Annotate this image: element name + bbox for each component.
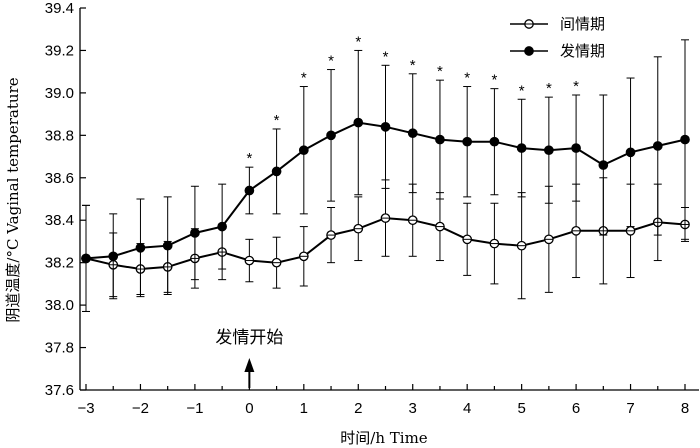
significance-star: * xyxy=(464,70,470,87)
legend-label: 发情期 xyxy=(560,42,605,60)
data-point xyxy=(680,134,690,145)
y-tick-label: 39.0 xyxy=(45,85,74,102)
x-tick-label: −2 xyxy=(132,400,149,417)
y-tick-label: 38.6 xyxy=(45,170,74,187)
data-point xyxy=(271,166,282,177)
data-point xyxy=(217,221,227,232)
data-point xyxy=(435,134,445,145)
data-point xyxy=(625,147,636,158)
significance-star: * xyxy=(573,78,579,95)
legend-marker xyxy=(524,46,534,56)
significance-star: * xyxy=(546,80,552,97)
data-point xyxy=(407,128,418,139)
series-estrus xyxy=(81,39,690,312)
data-point xyxy=(652,141,663,151)
legend-label: 间情期 xyxy=(560,15,605,33)
significance-star: * xyxy=(437,63,443,80)
x-tick-label: 1 xyxy=(300,400,308,417)
significance-star: * xyxy=(383,48,389,65)
y-tick-label: 39.4 xyxy=(45,0,74,17)
x-tick-label: 2 xyxy=(354,400,362,417)
y-tick-label: 39.2 xyxy=(45,42,74,59)
y-axis-label: 阴道温度/°C Vaginal temperature xyxy=(4,77,22,322)
y-tick-label: 38.4 xyxy=(45,212,74,229)
onset-arrow-head xyxy=(244,358,255,372)
significance-star: * xyxy=(274,112,280,129)
significance-star: * xyxy=(301,70,307,87)
data-point xyxy=(571,143,581,153)
x-tick-label: 6 xyxy=(572,400,580,417)
x-tick-label: 5 xyxy=(517,400,525,417)
data-point xyxy=(516,143,527,153)
data-point xyxy=(298,145,309,156)
significance-star: * xyxy=(410,57,416,74)
x-tick-label: 4 xyxy=(463,400,471,417)
y-tick-label: 37.6 xyxy=(45,382,74,399)
data-point xyxy=(380,121,391,132)
y-tick-label: 37.8 xyxy=(45,340,74,357)
significance-star: * xyxy=(246,150,252,167)
data-point xyxy=(190,228,200,238)
significance-star: * xyxy=(491,72,497,89)
significance-star: * xyxy=(519,82,525,99)
x-tick-label: −3 xyxy=(77,400,94,417)
data-point xyxy=(353,117,364,128)
data-point xyxy=(326,130,336,141)
x-tick-label: −1 xyxy=(186,400,203,417)
data-point xyxy=(598,160,609,170)
significance-star: * xyxy=(328,53,334,70)
data-point xyxy=(544,145,554,156)
x-tick-label: 0 xyxy=(245,400,253,417)
x-axis-label: 时间/h Time xyxy=(340,429,428,447)
data-point xyxy=(135,242,146,253)
y-tick-label: 38.0 xyxy=(45,297,74,314)
data-point xyxy=(108,251,119,262)
data-point xyxy=(81,253,91,264)
x-tick-label: 8 xyxy=(681,400,689,417)
data-point xyxy=(244,185,255,196)
estrus-onset-annotation: 发情开始 xyxy=(215,328,283,348)
axes: 37.6 37.8 38.0 38.2 38.4 38.6 38.8 39.0 39.2 39.4… xyxy=(45,0,699,417)
data-point xyxy=(489,136,500,147)
significance-star: * xyxy=(355,33,361,50)
data-point xyxy=(462,136,473,147)
series-diestrus xyxy=(81,177,690,312)
x-tick-label: 7 xyxy=(626,400,634,417)
x-tick-label: 3 xyxy=(409,400,417,417)
y-tick-label: 38.8 xyxy=(45,127,74,144)
data-point xyxy=(162,240,173,251)
series-layer: * * * * * * * * * * * * * xyxy=(81,33,690,388)
y-tick-label: 38.2 xyxy=(45,255,74,272)
